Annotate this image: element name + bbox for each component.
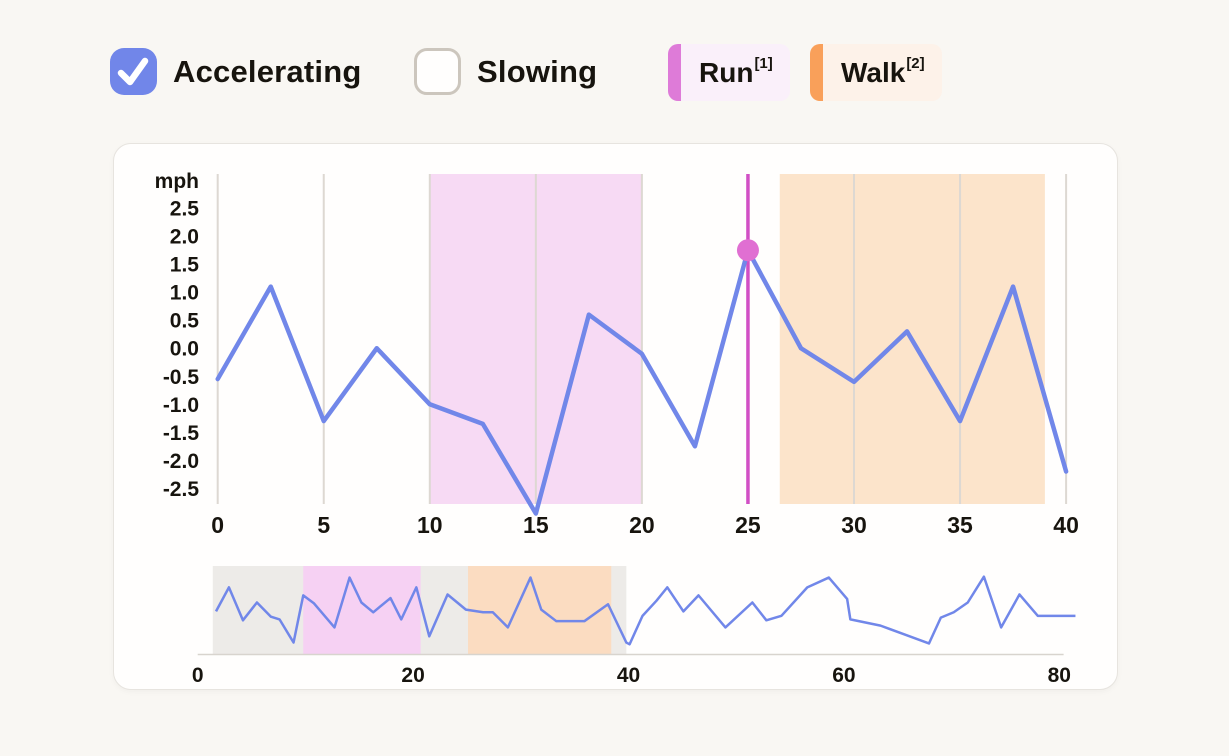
acceleration-line [215,247,1069,516]
walk-color-strip [810,44,823,101]
y-tick-label: 1.5 [170,254,200,277]
y-tick-label: 1.0 [170,282,199,305]
y-tick-label: 0.0 [170,338,199,361]
checkbox-label-accelerating: Accelerating [173,53,362,89]
legend-walk-text: Walk [2] [823,55,942,89]
y-tick-label: 2.0 [170,226,199,249]
checkbox-label-slowing: Slowing [477,53,598,89]
marker-dot[interactable] [736,239,759,262]
overview-brush-chart[interactable]: 0 20 40 60 80 [114,556,1119,691]
y-axis-unit-label: mph [155,170,199,193]
x-tick-label: 25 [735,512,761,538]
mini-band-run [303,566,421,655]
x-tick-label: 40 [1053,512,1079,538]
checkbox-item-slowing[interactable]: Slowing [414,48,597,95]
chart-card: mph 2.5 2.0 1.5 1.0 0.5 0.0 -0.5 -1.0 -1.5 -2.0 -2.… [113,143,1118,690]
run-color-strip [668,44,681,101]
legend-walk-sup: [2] [906,55,925,72]
x-tick-label: 20 [629,512,655,538]
y-tick-label: -2.0 [163,450,199,473]
y-tick-label: -0.5 [163,366,200,389]
mini-x-tick-label: 40 [617,664,640,687]
mini-x-tick-label: 0 [192,664,204,687]
checkbox-slowing[interactable] [414,48,461,95]
y-tick-label: 2.5 [170,198,200,221]
x-tick-label: 35 [947,512,973,538]
x-tick-label: 0 [211,512,224,538]
checkbox-item-accelerating[interactable]: Accelerating [110,48,361,95]
mini-x-tick-label: 80 [1048,664,1071,687]
y-tick-label: -2.5 [163,478,200,501]
y-tick-label: -1.0 [163,394,199,417]
speed-line-chart[interactable]: mph 2.5 2.0 1.5 1.0 0.5 0.0 -0.5 -1.0 -1.5 -2.0 -2.… [114,144,1119,549]
x-tick-label: 15 [523,512,549,538]
y-tick-label: 0.5 [170,310,200,333]
mini-band-walk [468,566,612,655]
checkbox-accelerating[interactable] [110,48,157,95]
legend-run-text: Run [1] [681,55,790,89]
legend-run-sup: [1] [754,55,773,72]
y-tick-label: -1.5 [163,422,200,445]
x-tick-label: 5 [317,512,330,538]
legend-chip-run[interactable]: Run [1] [668,44,790,101]
legend-chip-walk[interactable]: Walk [2] [810,44,942,101]
legend-walk-label: Walk [841,56,906,88]
mini-x-tick-label: 20 [401,664,424,687]
check-icon [117,57,149,86]
mini-acceleration-line [214,575,1076,646]
mini-x-tick-label: 60 [832,664,855,687]
x-tick-label: 10 [417,512,443,538]
x-tick-label: 30 [841,512,867,538]
legend-run-label: Run [699,56,754,88]
